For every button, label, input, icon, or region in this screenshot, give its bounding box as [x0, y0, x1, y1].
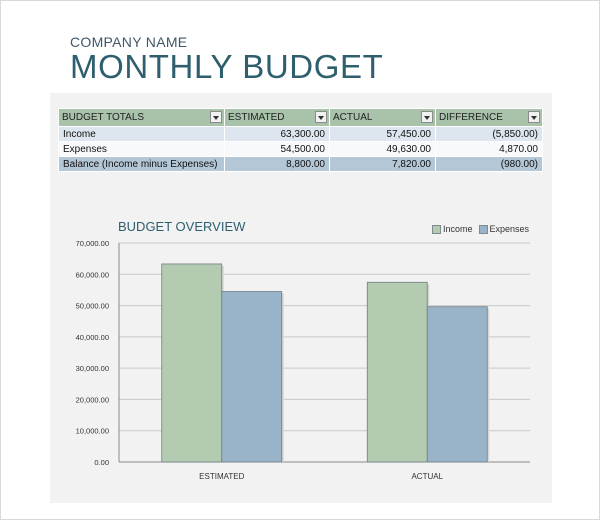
filter-dropdown-icon[interactable]: [315, 111, 327, 123]
col-label: BUDGET TOTALS: [62, 112, 145, 123]
col-label: ACTUAL: [333, 112, 373, 123]
y-tick-label: 20,000.00: [76, 395, 109, 404]
legend-swatch-income: [432, 225, 441, 235]
cell-actual[interactable]: 7,820.00: [329, 156, 436, 172]
y-tick-label: 70,000.00: [76, 239, 109, 248]
bar-income-actual: [366, 281, 428, 463]
company-name: COMPANY NAME: [70, 34, 188, 50]
table-row: Expenses 54,500.00 49,630.00 4,870.00: [58, 141, 543, 157]
legend-label-income: Income: [443, 224, 473, 234]
x-tick-label: ESTIMATED: [199, 472, 244, 481]
x-tick-label: ACTUAL: [411, 472, 443, 481]
y-tick-label: 60,000.00: [76, 270, 109, 279]
cell-difference[interactable]: (980.00): [435, 156, 543, 172]
col-header-actual: ACTUAL: [329, 108, 436, 127]
cell-difference[interactable]: 4,870.00: [435, 141, 543, 157]
budget-totals-table: BUDGET TOTALS ESTIMATED ACTUAL DIFFERENC…: [58, 108, 543, 172]
y-tick-label: 50,000.00: [76, 302, 109, 311]
col-label: ESTIMATED: [228, 112, 285, 123]
y-tick-label: 10,000.00: [76, 427, 109, 436]
page-title: MONTHLY BUDGET: [70, 48, 384, 85]
legend-item-income: Income: [432, 224, 473, 235]
filter-dropdown-icon[interactable]: [210, 111, 222, 123]
y-tick-label: 30,000.00: [76, 364, 109, 373]
bar-expenses-actual: [426, 306, 488, 463]
table-header-row: BUDGET TOTALS ESTIMATED ACTUAL DIFFERENC…: [58, 108, 543, 127]
legend-label-expenses: Expenses: [489, 224, 530, 234]
filter-dropdown-icon[interactable]: [421, 111, 433, 123]
legend-item-expenses: Expenses: [478, 224, 530, 235]
chart-title: BUDGET OVERVIEW: [118, 219, 246, 234]
col-header-estimated: ESTIMATED: [224, 108, 330, 127]
y-tick-label: 40,000.00: [76, 333, 109, 342]
cell-label[interactable]: Balance (Income minus Expenses): [58, 156, 225, 172]
cell-estimated[interactable]: 63,300.00: [224, 126, 330, 142]
col-header-difference: DIFFERENCE: [435, 108, 543, 127]
chart-legend: Income Expenses: [432, 224, 530, 235]
y-tick-label: 0.00: [94, 458, 109, 467]
legend-swatch-expenses: [478, 225, 488, 235]
table-row: Balance (Income minus Expenses) 8,800.00…: [58, 156, 543, 172]
col-label: DIFFERENCE: [439, 112, 503, 123]
cell-actual[interactable]: 57,450.00: [329, 126, 436, 142]
cell-estimated[interactable]: 54,500.00: [224, 141, 330, 157]
cell-estimated[interactable]: 8,800.00: [224, 156, 330, 172]
filter-dropdown-icon[interactable]: [528, 111, 540, 123]
bar-expenses-estimated: [221, 291, 283, 463]
bar-income-estimated: [161, 263, 223, 463]
